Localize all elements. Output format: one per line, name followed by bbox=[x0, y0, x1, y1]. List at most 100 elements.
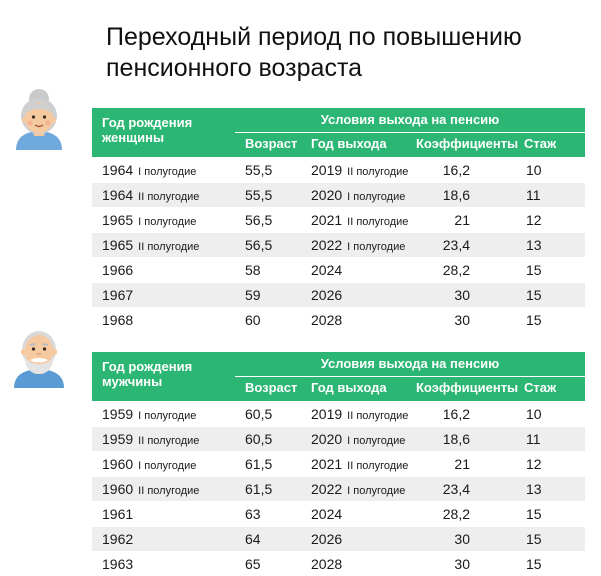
age-cell: 60,5 bbox=[235, 402, 307, 427]
coefficient-cell: 16,2 bbox=[410, 158, 516, 183]
exit-year-cell: 2026 bbox=[307, 283, 410, 308]
age-cell: 63 bbox=[235, 502, 307, 527]
birth-year: 1964 bbox=[102, 187, 133, 203]
exit-half-year: I полугодие bbox=[347, 435, 405, 447]
age-cell: 55,5 bbox=[235, 158, 307, 183]
coefficient-cell: 23,4 bbox=[410, 477, 516, 502]
exit-year: 2024 bbox=[311, 506, 342, 522]
age-column-header: Возраст bbox=[235, 133, 307, 158]
experience-cell: 13 bbox=[516, 233, 585, 258]
exit-year: 2020 bbox=[311, 431, 342, 447]
exit-half-year: I полугодие bbox=[347, 485, 405, 497]
exit-year: 2021 bbox=[311, 456, 342, 472]
grandfather-avatar-icon bbox=[8, 322, 70, 388]
experience-cell: 13 bbox=[516, 477, 585, 502]
coefficients-column-header: Коэффициенты bbox=[410, 377, 516, 402]
exit-year: 2021 bbox=[311, 212, 342, 228]
birth-year-cell: 1968 bbox=[92, 308, 235, 333]
exit-half-year: I полугодие bbox=[347, 241, 405, 253]
age-cell: 65 bbox=[235, 552, 307, 576]
exit-year: 2026 bbox=[311, 531, 342, 547]
coefficient-cell: 21 bbox=[410, 208, 516, 233]
birth-year: 1960 bbox=[102, 481, 133, 497]
experience-cell: 15 bbox=[516, 258, 585, 283]
coefficient-cell: 16,2 bbox=[410, 402, 516, 427]
coefficient-cell: 30 bbox=[410, 308, 516, 333]
experience-cell: 15 bbox=[516, 527, 585, 552]
retirement-conditions-header: Условия выхода на пенсию bbox=[235, 352, 585, 377]
birth-year: 1965 bbox=[102, 212, 133, 228]
birth-half-year: II полугодие bbox=[138, 241, 199, 253]
experience-cell: 10 bbox=[516, 158, 585, 183]
coefficient-cell: 28,2 bbox=[410, 502, 516, 527]
title-line-1: Переходный период по повышению bbox=[106, 23, 522, 51]
birth-year: 1966 bbox=[102, 262, 133, 278]
exit-year: 2028 bbox=[311, 556, 342, 572]
birth-year-header: Год рождения женщины bbox=[92, 108, 235, 158]
birth-year: 1967 bbox=[102, 287, 133, 303]
coefficient-cell: 30 bbox=[410, 527, 516, 552]
exit-year-cell: 2028 bbox=[307, 552, 410, 576]
birth-year-cell: 1963 bbox=[92, 552, 235, 576]
experience-cell: 15 bbox=[516, 283, 585, 308]
coefficient-cell: 18,6 bbox=[410, 427, 516, 452]
coefficient-cell: 21 bbox=[410, 452, 516, 477]
age-cell: 61,5 bbox=[235, 477, 307, 502]
birth-year: 1960 bbox=[102, 456, 133, 472]
birth-year: 1965 bbox=[102, 237, 133, 253]
exit-year-cell: 2028 bbox=[307, 308, 410, 333]
experience-cell: 10 bbox=[516, 402, 585, 427]
grandmother-avatar-icon bbox=[8, 84, 70, 150]
exit-year-cell: 2022 I полугодие bbox=[307, 233, 410, 258]
birth-year: 1964 bbox=[102, 162, 133, 178]
coefficient-cell: 30 bbox=[410, 283, 516, 308]
age-cell: 56,5 bbox=[235, 208, 307, 233]
exit-half-year: I полугодие bbox=[347, 191, 405, 203]
birth-year: 1968 bbox=[102, 312, 133, 328]
birth-year: 1962 bbox=[102, 531, 133, 547]
exit-year-column-header: Год выхода bbox=[307, 133, 410, 158]
age-cell: 55,5 bbox=[235, 183, 307, 208]
age-cell: 60,5 bbox=[235, 427, 307, 452]
coefficients-column-header: Коэффициенты bbox=[410, 133, 516, 158]
age-cell: 59 bbox=[235, 283, 307, 308]
exit-year-cell: 2026 bbox=[307, 527, 410, 552]
experience-column-header: Стаж bbox=[516, 133, 585, 158]
age-cell: 56,5 bbox=[235, 233, 307, 258]
birth-year-cell: 1965 I полугодие bbox=[92, 208, 235, 233]
birth-half-year: I полугодие bbox=[138, 166, 196, 178]
experience-cell: 11 bbox=[516, 183, 585, 208]
experience-cell: 12 bbox=[516, 452, 585, 477]
birth-year: 1961 bbox=[102, 506, 133, 522]
birth-year: 1959 bbox=[102, 406, 133, 422]
birth-year-cell: 1961 bbox=[92, 502, 235, 527]
experience-column-header: Стаж bbox=[516, 377, 585, 402]
men-table: Год рождения мужчины Условия выхода на п… bbox=[92, 352, 585, 576]
birth-year-cell: 1967 bbox=[92, 283, 235, 308]
exit-half-year: II полугодие bbox=[347, 460, 408, 472]
birth-half-year: I полугодие bbox=[138, 216, 196, 228]
coefficient-cell: 18,6 bbox=[410, 183, 516, 208]
women-table: Год рождения женщины Условия выхода на п… bbox=[92, 108, 585, 332]
coefficient-cell: 28,2 bbox=[410, 258, 516, 283]
coefficient-cell: 30 bbox=[410, 552, 516, 576]
exit-year-cell: 2024 bbox=[307, 502, 410, 527]
exit-year: 2022 bbox=[311, 237, 342, 253]
exit-half-year: II полугодие bbox=[347, 410, 408, 422]
age-column-header: Возраст bbox=[235, 377, 307, 402]
experience-cell: 12 bbox=[516, 208, 585, 233]
exit-year-cell: 2021 II полугодие bbox=[307, 452, 410, 477]
